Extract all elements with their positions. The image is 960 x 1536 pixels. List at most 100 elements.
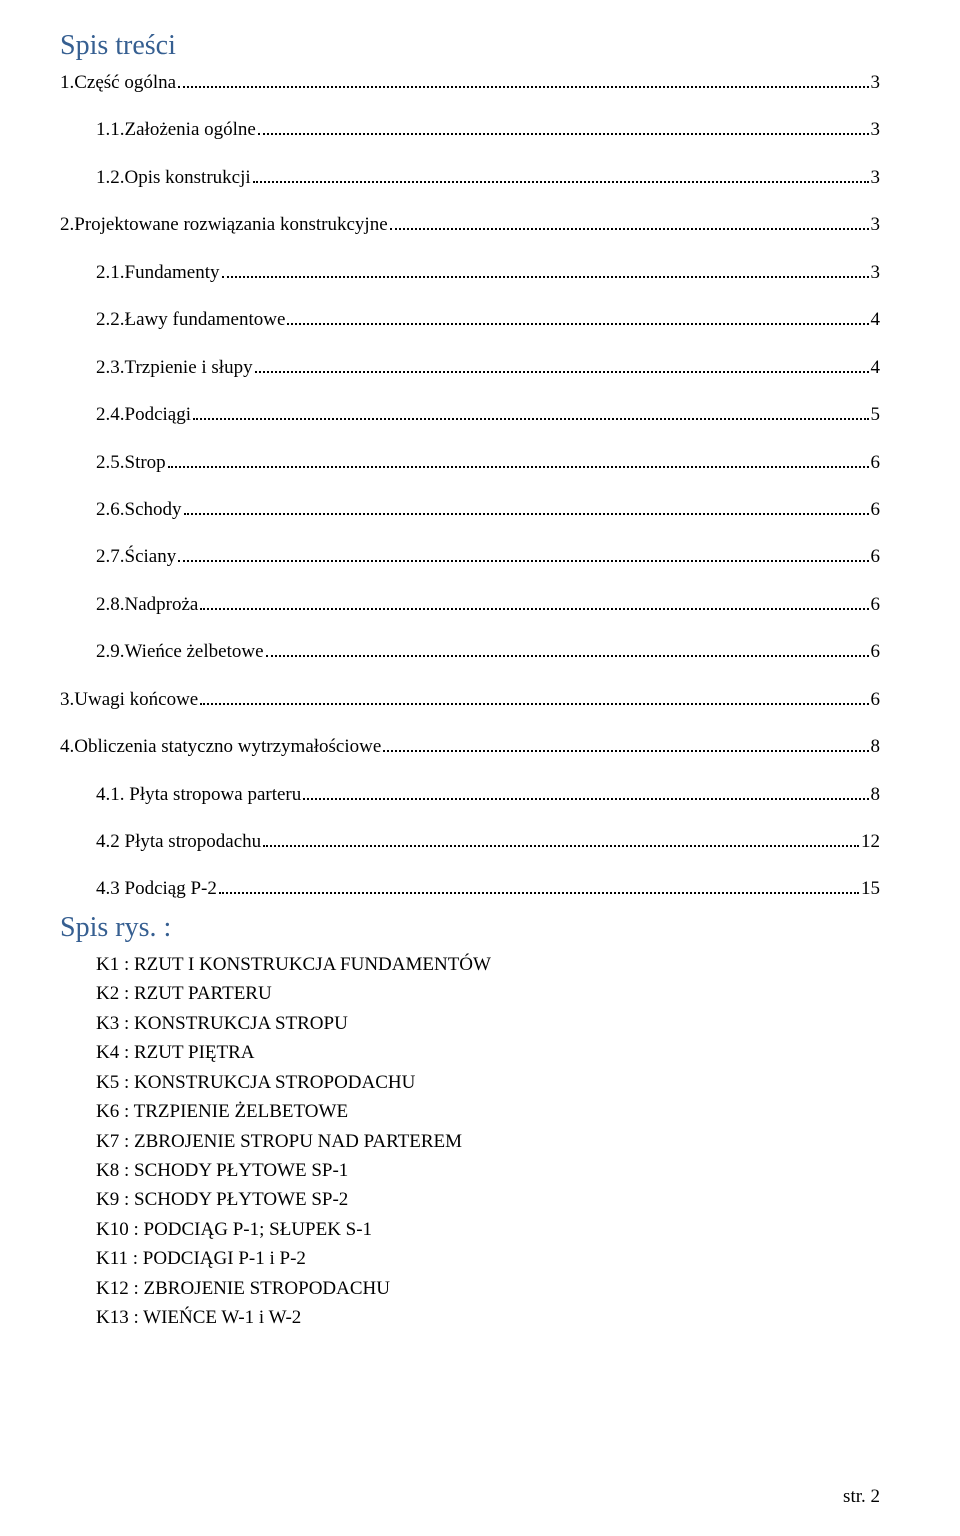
toc-entry: 2.8.Nadproża6	[60, 590, 880, 619]
toc-spacer	[60, 287, 880, 305]
toc-entry-page: 12	[861, 827, 880, 856]
toc-spacer	[60, 335, 880, 353]
toc-dot-leader	[266, 638, 869, 657]
toc-entry: 2.4.Podciągi5	[60, 400, 880, 429]
toc-entry-label: 2.6.Schody	[96, 495, 182, 524]
toc-entry-label: 2.1.Fundamenty	[96, 258, 220, 287]
toc-spacer	[60, 430, 880, 448]
toc-entry-label: 1.Część ogólna	[60, 68, 176, 97]
toc-entry-page: 6	[871, 448, 881, 477]
figure-entry-label: K12 : ZBROJENIE STROPODACHU	[96, 1274, 390, 1303]
figures-list: K1 : RZUT I KONSTRUKCJA FUNDAMENTÓWK2 : …	[60, 950, 880, 1333]
toc-dot-leader	[303, 780, 868, 799]
toc-spacer	[60, 619, 880, 637]
figure-entry: K11 : PODCIĄGI P-1 i P-2	[96, 1244, 880, 1273]
toc-spacer	[60, 762, 880, 780]
toc-entry-label: 2.4.Podciągi	[96, 400, 191, 429]
toc-spacer	[60, 97, 880, 115]
figure-entry: K10 : PODCIĄG P-1; SŁUPEK S-1	[96, 1215, 880, 1244]
toc-entry: 4.2 Płyta stropodachu 12	[60, 827, 880, 856]
toc-dot-leader	[178, 69, 868, 88]
toc-entry-page: 6	[871, 590, 881, 619]
toc-entry-page: 15	[861, 874, 880, 903]
figure-entry-label: K3 : KONSTRUKCJA STROPU	[96, 1009, 348, 1038]
toc-entry: 2.3.Trzpienie i słupy4	[60, 353, 880, 382]
figure-entry-label: K4 : RZUT PIĘTRA	[96, 1038, 255, 1067]
toc-entry-page: 3	[871, 258, 881, 287]
toc-entry-page: 6	[871, 542, 881, 571]
toc-entry-label: 4.1. Płyta stropowa parteru	[96, 780, 301, 809]
toc-entry-label: 2.7.Ściany	[96, 542, 176, 571]
figure-entry: K3 : KONSTRUKCJA STROPU	[96, 1009, 880, 1038]
toc-entry: 2.2.Ławy fundamentowe4	[60, 305, 880, 334]
figure-entry: K13 : WIEŃCE W-1 i W-2	[96, 1303, 880, 1332]
figure-entry-label: K7 : ZBROJENIE STROPU NAD PARTEREM	[96, 1127, 462, 1156]
toc-entry: 2.5.Strop 6	[60, 448, 880, 477]
toc-dot-leader	[287, 306, 868, 325]
figures-heading: Spis rys. :	[60, 912, 880, 944]
toc-entry: 2.7.Ściany 6	[60, 542, 880, 571]
toc-dot-leader	[219, 875, 859, 894]
figure-entry: K12 : ZBROJENIE STROPODACHU	[96, 1274, 880, 1303]
toc-entry-label: 1.1.Założenia ogólne	[96, 115, 256, 144]
toc-entry: 1.2.Opis konstrukcji3	[60, 163, 880, 192]
toc-entry: 2.1.Fundamenty 3	[60, 258, 880, 287]
figure-entry: K1 : RZUT I KONSTRUKCJA FUNDAMENTÓW	[96, 950, 880, 979]
toc-entry-page: 6	[871, 495, 881, 524]
toc-spacer	[60, 477, 880, 495]
toc-dot-leader	[255, 354, 869, 373]
figure-entry: K9 : SCHODY PŁYTOWE SP-2	[96, 1185, 880, 1214]
figure-entry: K7 : ZBROJENIE STROPU NAD PARTEREM	[96, 1127, 880, 1156]
toc-entry-page: 3	[871, 163, 881, 192]
figure-entry-label: K10 : PODCIĄG P-1; SŁUPEK S-1	[96, 1215, 372, 1244]
page: Spis treści 1.Część ogólna31.1.Założenia…	[0, 0, 960, 1536]
toc-dot-leader	[168, 448, 869, 467]
figure-entry: K2 : RZUT PARTERU	[96, 979, 880, 1008]
toc-entry: 4.3 Podciąg P-2 15	[60, 874, 880, 903]
figure-entry: K6 : TRZPIENIE ŻELBETOWE	[96, 1097, 880, 1126]
toc-dot-leader	[390, 211, 869, 230]
toc-entry-label: 3.Uwagi końcowe	[60, 685, 198, 714]
toc-entry-page: 3	[871, 115, 881, 144]
toc-entry: 1.1.Założenia ogólne 3	[60, 115, 880, 144]
toc-entry-label: 4.2 Płyta stropodachu	[96, 827, 261, 856]
toc-entry-label: 2.Projektowane rozwiązania konstrukcyjne	[60, 210, 388, 239]
toc-spacer	[60, 714, 880, 732]
figure-entry-label: K11 : PODCIĄGI P-1 i P-2	[96, 1244, 306, 1273]
toc-entry: 2.9.Wieńce żelbetowe6	[60, 637, 880, 666]
figure-entry-label: K2 : RZUT PARTERU	[96, 979, 272, 1008]
toc-dot-leader	[184, 496, 869, 515]
figure-entry-label: K6 : TRZPIENIE ŻELBETOWE	[96, 1097, 348, 1126]
toc-container: 1.Część ogólna31.1.Założenia ogólne31.2.…	[60, 68, 880, 904]
toc-entry: 4.Obliczenia statyczno wytrzymałościowe8	[60, 732, 880, 761]
toc-spacer	[60, 382, 880, 400]
toc-dot-leader	[258, 116, 869, 135]
toc-spacer	[60, 809, 880, 827]
toc-spacer	[60, 192, 880, 210]
toc-dot-leader	[253, 164, 869, 183]
toc-heading: Spis treści	[60, 30, 880, 62]
figure-entry: K5 : KONSTRUKCJA STROPODACHU	[96, 1068, 880, 1097]
toc-entry-label: 4.Obliczenia statyczno wytrzymałościowe	[60, 732, 381, 761]
toc-entry-label: 2.3.Trzpienie i słupy	[96, 353, 253, 382]
figure-entry-label: K13 : WIEŃCE W-1 i W-2	[96, 1303, 301, 1332]
toc-entry: 4.1. Płyta stropowa parteru 8	[60, 780, 880, 809]
toc-entry-page: 4	[871, 305, 881, 334]
toc-dot-leader	[222, 259, 869, 278]
toc-dot-leader	[383, 733, 868, 752]
toc-spacer	[60, 524, 880, 542]
toc-entry: 3.Uwagi końcowe6	[60, 685, 880, 714]
toc-dot-leader	[263, 828, 859, 847]
figure-entry: K8 : SCHODY PŁYTOWE SP-1	[96, 1156, 880, 1185]
toc-entry-page: 8	[871, 780, 881, 809]
toc-entry: 1.Część ogólna3	[60, 68, 880, 97]
toc-spacer	[60, 240, 880, 258]
toc-entry-label: 2.9.Wieńce żelbetowe	[96, 637, 264, 666]
figure-entry-label: K1 : RZUT I KONSTRUKCJA FUNDAMENTÓW	[96, 950, 491, 979]
toc-dot-leader	[200, 686, 868, 705]
toc-entry: 2.6.Schody 6	[60, 495, 880, 524]
toc-dot-leader	[200, 591, 868, 610]
toc-spacer	[60, 145, 880, 163]
toc-entry-label: 4.3 Podciąg P-2	[96, 874, 217, 903]
toc-entry-label: 2.5.Strop	[96, 448, 166, 477]
